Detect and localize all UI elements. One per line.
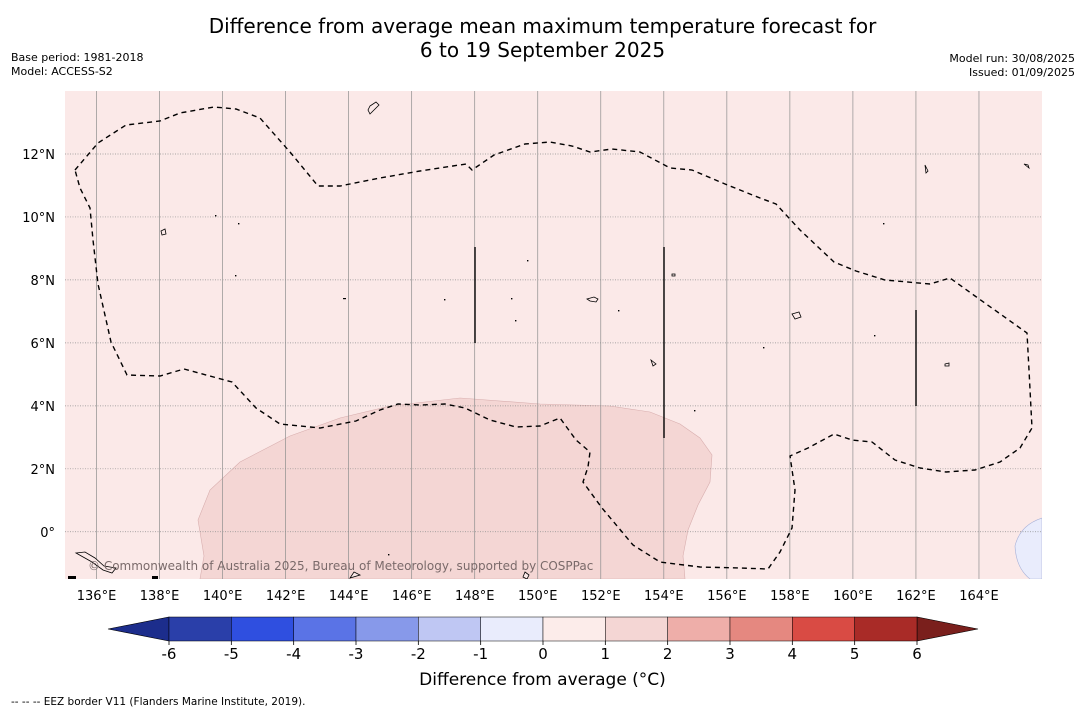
colorbar-extend-high [916,616,979,642]
lon-tick-label: 164°E [959,589,999,604]
lon-tick-label: 140°E [203,589,243,604]
lon-tick-label: 148°E [455,589,495,604]
colorbar-segment [729,616,793,642]
colorbar-tick-label: 5 [850,645,860,663]
colorbar-segment [605,616,668,642]
colorbar-segment [854,616,918,642]
lon-tick-label: 154°E [644,589,684,604]
colorbar-tick-label: -4 [286,645,301,663]
lat-tick-label: 4°N [31,400,56,415]
colorbar-segment [792,616,855,642]
latitude-labels: 12°N 10°N 8°N 6°N 4°N 2°N 0° [22,148,55,541]
colorbar-segment [355,616,419,642]
lon-tick-label: 136°E [77,589,117,604]
lon-tick-label: 138°E [140,589,180,604]
lon-tick-label: 152°E [581,589,621,604]
title-line-2: 6 to 19 September 2025 [419,38,666,62]
model-text: Model: ACCESS-S2 [11,65,113,78]
longitude-labels: 136°E 138°E 140°E 142°E 144°E 146°E 148°E 150°E… [77,589,999,604]
island-outlines [74,101,1030,579]
lon-tick-label: 144°E [329,589,369,604]
colorbar-tick-label: -1 [473,645,488,663]
colorbar-tick-label: 6 [912,645,922,663]
colorbar-tick-label: -6 [162,645,177,663]
title-line-1: Difference from average mean maximum tem… [208,14,877,38]
lon-tick-label: 146°E [392,589,432,604]
lon-tick-label: 158°E [770,589,810,604]
small-islands [68,215,885,579]
lon-tick-label: 142°E [266,589,306,604]
colorbar-tick-label: -5 [224,645,239,663]
colorbar-tick-label: 0 [538,645,548,663]
meta-right: Model run: 30/08/2025 Issued: 01/09/2025 [949,52,1075,80]
base-period-text: Base period: 1981-2018 [11,51,144,64]
colorbar-tick-label: 4 [788,645,798,663]
lat-tick-label: 10°N [22,211,55,226]
colorbar-tick-label: 2 [663,645,673,663]
colorbar-segment [231,616,294,642]
colorbar-extend-low [107,616,170,642]
colorbar-tick-label: -3 [349,645,364,663]
colorbar-tick-label: 1 [601,645,611,663]
colorbar-segment [542,616,606,642]
lat-tick-label: 0° [40,526,55,541]
colorbar-segment [168,616,232,642]
eez-footnote: -- -- -- EEZ border V11 (Flanders Marine… [11,696,306,708]
cool-anomaly-region [1014,517,1042,579]
lon-tick-label: 162°E [896,589,936,604]
lat-tick-label: 12°N [22,148,55,163]
colorbar-title: Difference from average (°C) [419,670,666,690]
lon-tick-label: 156°E [707,589,747,604]
eez-segments [474,247,917,438]
map-title: Difference from average mean maximum tem… [0,14,1085,62]
colorbar: -6 -5 -4 -3 -2 -1 0 1 2 3 4 5 6 [107,616,979,663]
colorbar-tick-label: -2 [411,645,426,663]
colorbar-segment [418,616,481,642]
colorbar-segment [480,616,544,642]
meta-left: Base period: 1981-2018 Model: ACCESS-S2 [11,51,143,79]
lat-tick-label: 6°N [31,337,56,352]
lat-tick-label: 2°N [31,463,56,478]
colorbar-segment [293,616,357,642]
colorbar-tick-label: 3 [725,645,735,663]
lon-tick-label: 160°E [833,589,873,604]
colorbar-segment [667,616,731,642]
issued-text: Issued: 01/09/2025 [968,66,1075,79]
lat-tick-label: 8°N [31,274,56,289]
copyright-text: © Commonwealth of Australia 2025, Bureau… [88,559,593,573]
lon-tick-label: 150°E [518,589,558,604]
eez-border [74,106,1033,570]
model-run-text: Model run: 30/08/2025 [949,52,1075,65]
